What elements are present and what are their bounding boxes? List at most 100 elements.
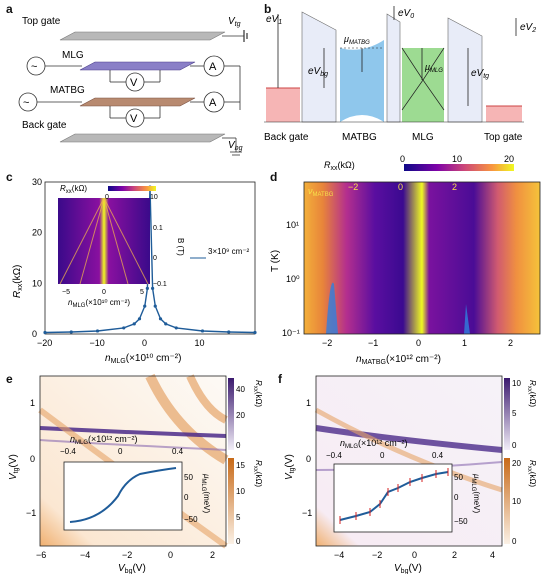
svg-text:0: 0 [153, 255, 157, 262]
top-gate-plane [59, 31, 226, 41]
svg-text:50: 50 [184, 473, 193, 482]
y-tick-label: 20 [32, 228, 42, 238]
back-gate-band [266, 88, 300, 122]
data-point [69, 330, 73, 334]
e-cbar-matbg [228, 458, 234, 544]
svg-text:−1: −1 [302, 508, 312, 518]
svg-text:0: 0 [184, 493, 189, 502]
data-point [153, 304, 157, 308]
svg-text:40: 40 [236, 385, 245, 394]
f-ylabel: Vtg(V) [284, 454, 296, 480]
ev-tg-label: eVtg [471, 68, 489, 80]
e-xlabel: Vbg(V) [118, 563, 146, 574]
svg-text:10: 10 [150, 194, 158, 201]
data-point [227, 330, 231, 334]
ev0-label: eV0 [398, 8, 414, 20]
top-gate-band [486, 106, 522, 122]
svg-text:1: 1 [462, 338, 467, 348]
svg-text:10: 10 [512, 379, 521, 388]
data-point [164, 322, 168, 326]
svg-text:10⁻¹: 10⁻¹ [282, 328, 300, 338]
y-tick-label: 10 [32, 278, 42, 288]
svg-text:10⁰: 10⁰ [286, 274, 300, 284]
svg-text:~: ~ [31, 61, 37, 73]
data-point [132, 322, 136, 326]
f-cbar-mlg [504, 378, 510, 450]
svg-text:10: 10 [452, 154, 462, 164]
inset-cbar-label: Rxx(kΩ) [60, 184, 87, 195]
svg-text:0: 0 [412, 550, 417, 560]
e-cbar-matbg-label: Rxx(kΩ) [252, 460, 263, 487]
mlg-label: MLG [62, 50, 84, 61]
svg-text:0: 0 [512, 537, 517, 546]
d-nu-label: νMATBG [308, 186, 334, 198]
back-gate-plane [59, 133, 226, 143]
e-inset-ylabel: μMLG(meV) [200, 473, 211, 514]
panel-e-label: e [6, 372, 13, 386]
svg-text:0.1: 0.1 [153, 225, 163, 232]
panel-b-label: b [264, 2, 272, 16]
svg-text:2: 2 [210, 550, 215, 560]
v-tg-label: Vtg [228, 16, 241, 28]
svg-text:0: 0 [454, 493, 459, 502]
svg-text:10¹: 10¹ [286, 220, 299, 230]
panel-c-label: c [6, 170, 13, 184]
panel-c: c −20 −10 0 10 0 10 20 30 nMLG(×10¹⁰ cm⁻²) Rxx(… [0, 168, 265, 368]
x-tick-label: 10 [195, 338, 205, 348]
inset-colorbar [108, 186, 156, 191]
svg-text:0: 0 [105, 194, 109, 201]
svg-text:0: 0 [236, 441, 241, 450]
svg-text:20: 20 [236, 411, 245, 420]
data-point [95, 329, 100, 333]
x-tick-label: −10 [90, 338, 105, 348]
svg-text:A: A [209, 97, 217, 109]
svg-text:0: 0 [236, 537, 241, 546]
f-cbar-mlg-label: Rxx(kΩ) [526, 380, 537, 407]
f-xlabel: Vbg(V) [394, 563, 422, 574]
top-gate-label: Top gate [22, 16, 61, 27]
svg-text:1: 1 [306, 398, 311, 408]
y-tick-label: 0 [32, 329, 37, 339]
layer-label-matbg: MATBG [342, 132, 377, 143]
e-ylabel: Vtg(V) [8, 454, 20, 480]
data-point [253, 330, 257, 335]
panel-a: a Top gate Vtg MLG MATBG Back gate Vbg ~… [0, 0, 260, 170]
e-inset [63, 461, 183, 531]
svg-text:0: 0 [512, 441, 517, 450]
data-point [143, 304, 147, 308]
e-top-axis-label: nMLG(×10¹² cm⁻²) [70, 434, 138, 446]
svg-text:−4: −4 [334, 550, 344, 560]
chart-f: nMLG(×10¹² cm⁻²) −0.4 0 0.4 50 0 −50 μML… [284, 375, 537, 575]
svg-text:20: 20 [512, 459, 521, 468]
data-point [122, 326, 126, 330]
f-inset-curve [339, 471, 449, 521]
f-top-axis-label: nMLG(×10¹² cm⁻²) [340, 438, 408, 450]
x-tick-label: −20 [37, 338, 52, 348]
svg-text:10: 10 [512, 497, 521, 506]
f-cbar-matbg-label: Rxx(kΩ) [526, 460, 537, 487]
svg-text:2: 2 [508, 338, 513, 348]
svg-text:50: 50 [454, 473, 463, 482]
ev2-label: eV2 [520, 22, 536, 34]
data-point [137, 317, 142, 321]
svg-text:~: ~ [23, 97, 29, 109]
c-xlabel: nMLG(×10¹⁰ cm⁻²) [105, 353, 181, 365]
data-point [151, 286, 155, 290]
svg-text:0: 0 [168, 550, 173, 560]
inset-ylabel: B (T) [176, 238, 185, 256]
chart-d: Rxx(kΩ) 0 10 20 νMATBG −2 0 2 10¹ 10⁰ 10… [270, 154, 541, 366]
data-point [43, 330, 47, 335]
svg-text:10: 10 [236, 487, 245, 496]
svg-text:0: 0 [306, 454, 311, 464]
svg-text:0: 0 [30, 454, 35, 464]
svg-text:0: 0 [400, 154, 405, 164]
layer-label-mlg: MLG [412, 132, 434, 143]
svg-text:−2: −2 [372, 550, 382, 560]
f-cbar-matbg [504, 458, 510, 544]
panel-d: d Rxx(kΩ) 0 10 20 νMATBG −2 0 2 10¹ 10⁰ … [268, 154, 550, 368]
svg-text:−2: −2 [322, 338, 332, 348]
svg-text:0: 0 [416, 338, 421, 348]
svg-text:−0.4: −0.4 [60, 447, 76, 456]
chart-e: nMLG(×10¹² cm⁻²) −0.4 0 0.4 50 0 −50 μML… [8, 373, 263, 575]
inset-heatmap [58, 198, 150, 284]
